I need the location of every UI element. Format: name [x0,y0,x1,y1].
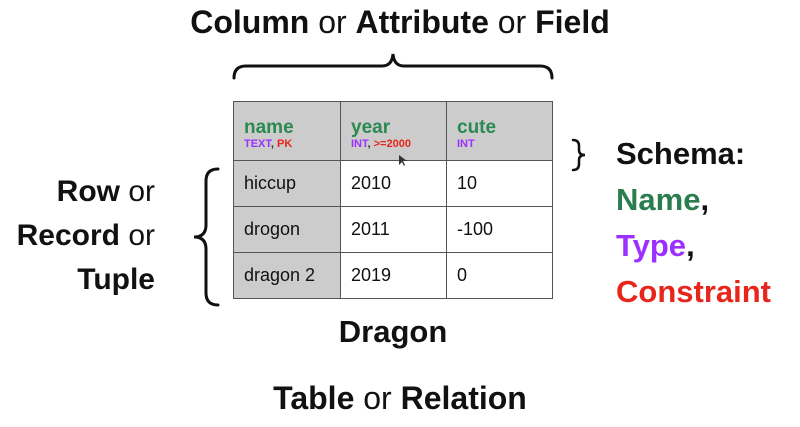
schema-type: Type [616,228,687,263]
relation-relation: Relation [400,380,527,416]
header-name-sep: , [270,137,278,150]
label-row: Row [56,175,120,208]
schema-name: Name [616,182,701,217]
schema-type-sep: , [686,228,695,263]
table-name: Dragon [338,314,448,349]
title-field: Field [535,4,610,40]
table-header-row: name TEXT, PK year INT, >=2000 cute INT [233,101,553,161]
header-cell-cute: cute INT [446,101,553,161]
header-year-constraint: >=2000 [373,137,411,150]
left-brace [193,167,220,307]
label-record: Record [16,219,120,252]
schema-label: Schema: Name, Type, Constraint [616,131,771,315]
header-cute-label: cute [457,116,497,138]
schema-name-sep: , [700,182,710,217]
relation-or: or [354,380,401,416]
cell-cute: -100 [446,206,553,253]
cursor-icon [399,155,407,166]
header-name-meta: TEXT, PK [244,138,340,151]
header-name-type: TEXT [244,137,271,150]
label-row-or: or [119,175,155,208]
cell-year: 2011 [340,206,447,253]
schema-constraint: Constraint [616,274,771,309]
dragon-table: name TEXT, PK year INT, >=2000 cute INT … [233,101,553,299]
cell-year: 2010 [340,160,447,207]
title-attribute: Attribute [355,4,489,40]
header-cute-meta: INT [457,138,552,151]
label-tuple: Tuple [77,263,155,296]
header-cell-year: year INT, >=2000 [340,101,447,161]
relation-table: Table [273,380,355,416]
top-brace [232,53,554,80]
schema-title: Schema: [616,136,746,171]
title-or-1: or [309,4,356,40]
header-cell-name: name TEXT, PK [233,101,341,161]
header-name-label: name [244,116,294,138]
header-year-type: INT [351,137,368,150]
header-cute-type: INT [457,137,475,150]
relation-label: Table or Relation [0,378,800,418]
title-column: Column [190,4,310,40]
row-label: Row or Record or Tuple [17,170,155,302]
header-year-sep: , [367,137,374,150]
cell-cute: 10 [446,160,553,207]
column-title: Column or Attribute or Field [0,2,800,42]
schema-brace [571,138,586,172]
table-row: hiccup 2010 10 [233,160,553,207]
cell-cute: 0 [446,252,553,299]
cell-name: dragon 2 [233,252,341,299]
cell-name: drogon [233,206,341,253]
cell-name: hiccup [233,160,341,207]
title-or-2: or [488,4,536,40]
label-record-or: or [119,219,155,252]
cell-year: 2019 [340,252,447,299]
table-row: dragon 2 2019 0 [233,252,553,299]
header-year-label: year [351,116,391,138]
header-name-constraint: PK [277,137,293,150]
header-year-meta: INT, >=2000 [351,138,446,151]
table-row: drogon 2011 -100 [233,206,553,253]
